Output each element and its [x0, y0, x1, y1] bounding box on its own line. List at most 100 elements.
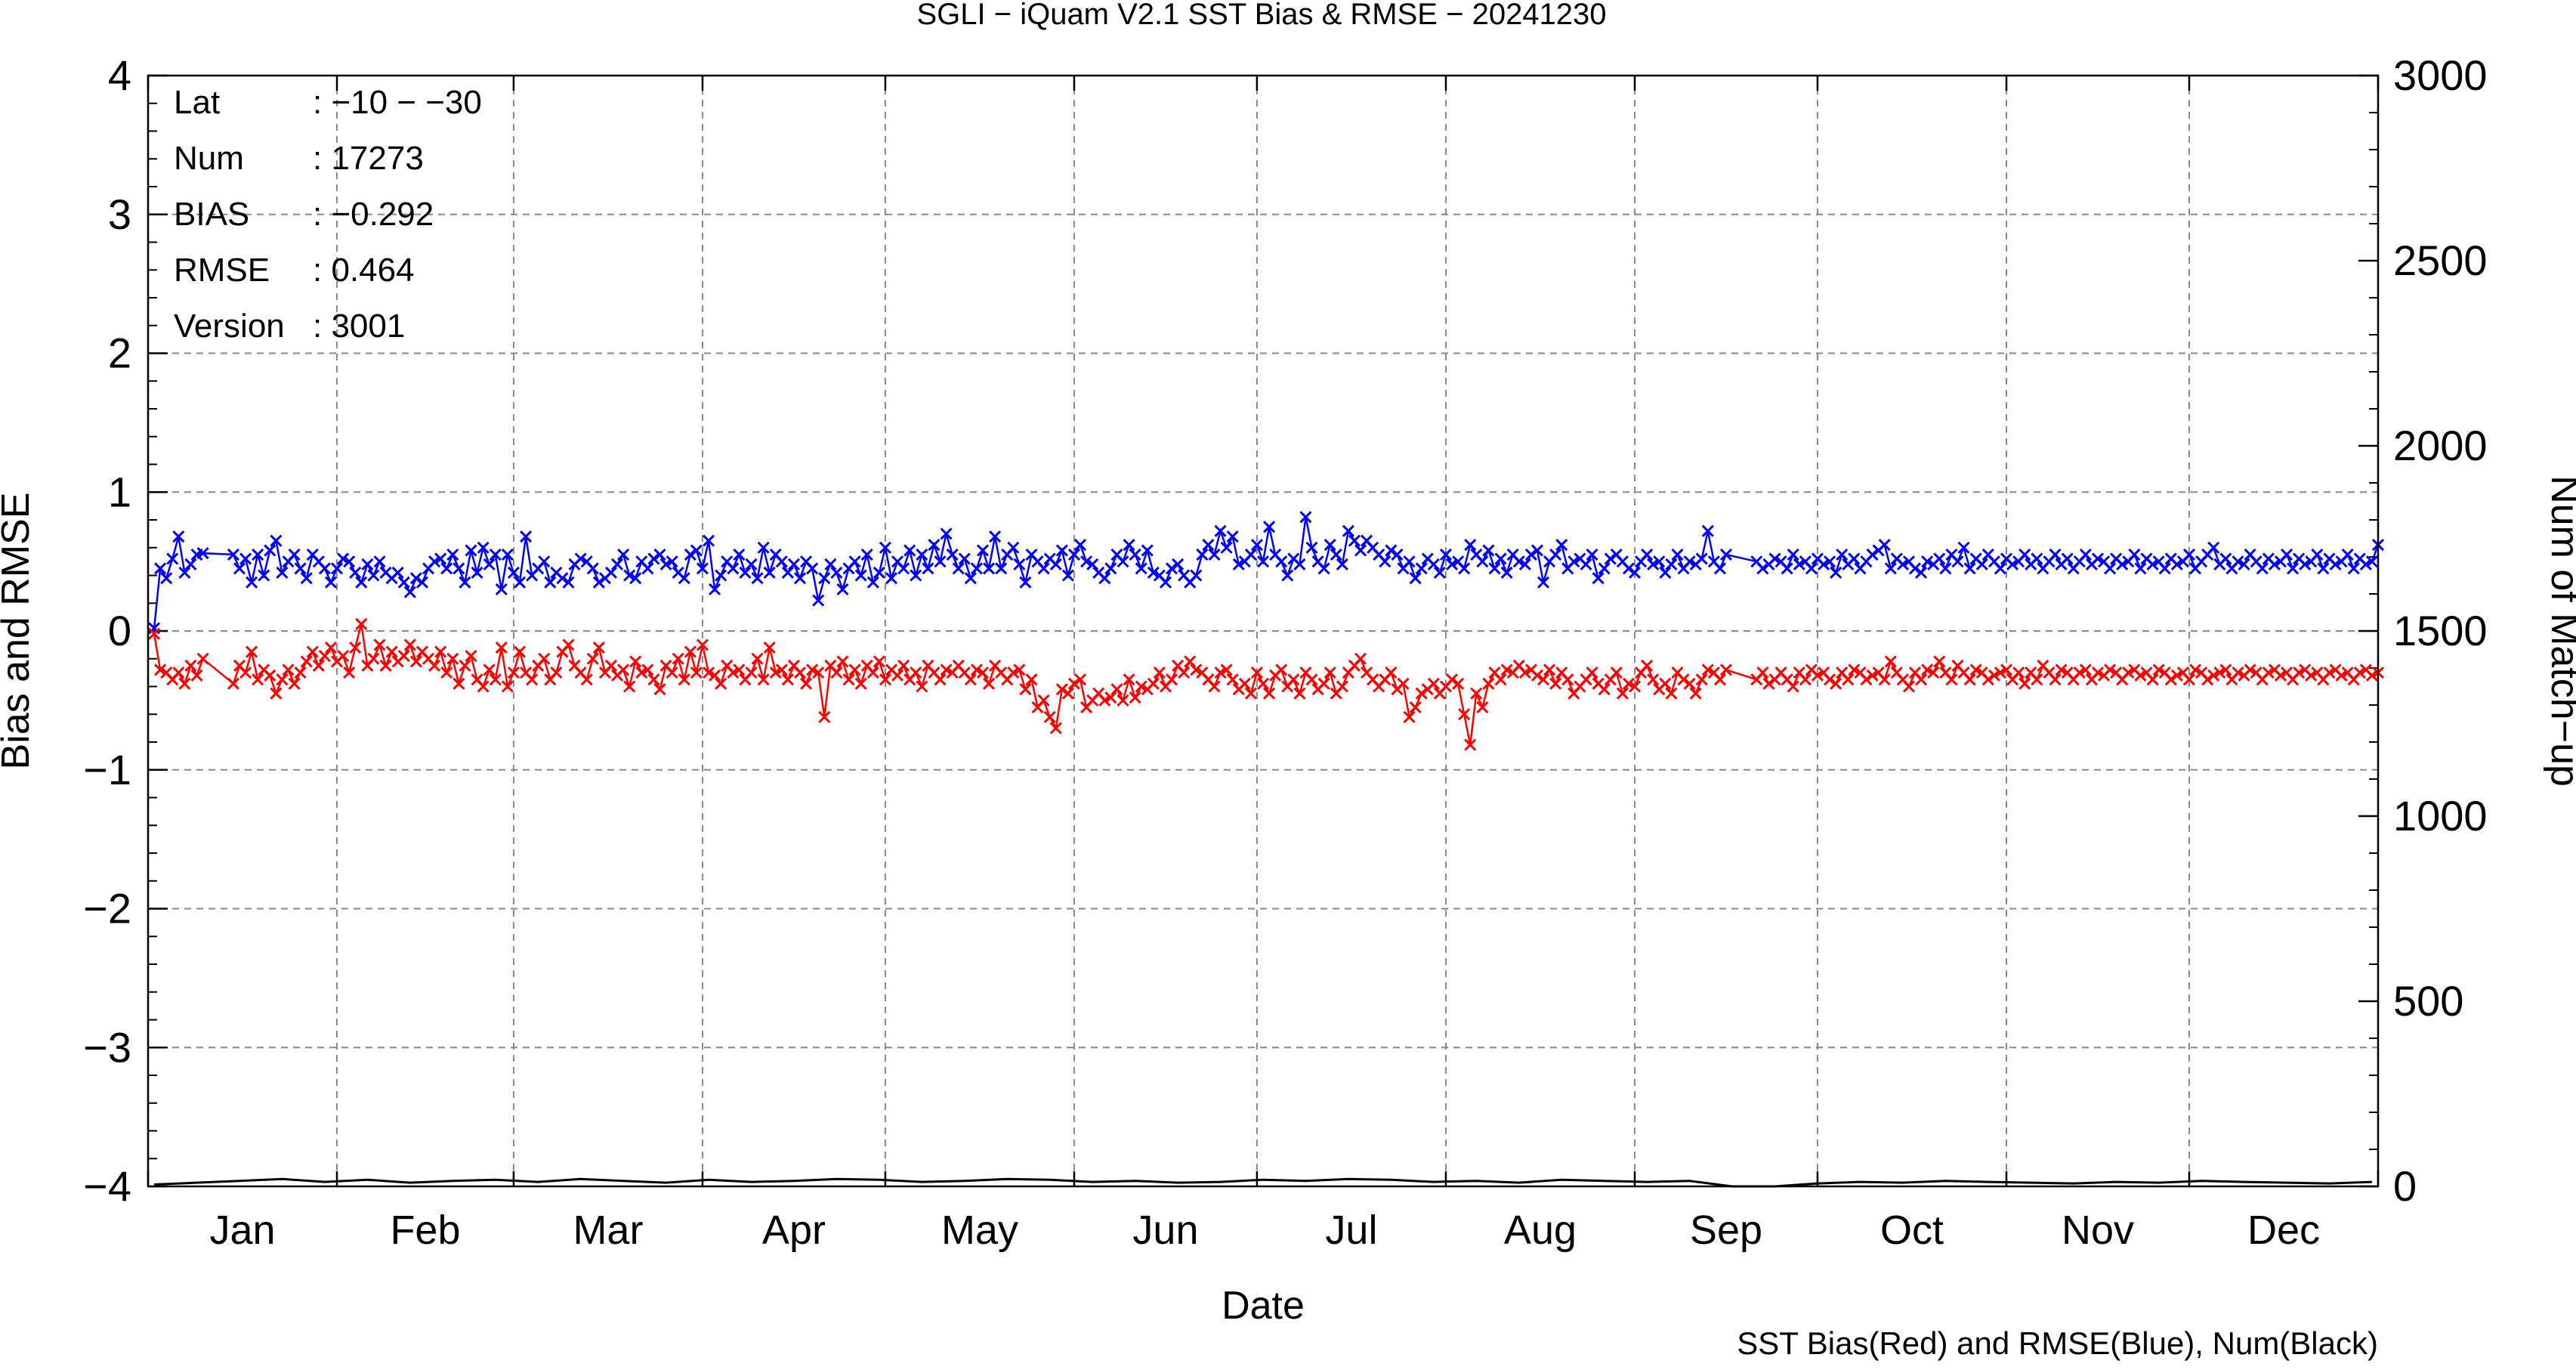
data-point-marker [501, 680, 514, 693]
data-point-marker [1202, 539, 1215, 552]
data-point-marker [1500, 566, 1513, 579]
data-point-marker [635, 666, 648, 679]
data-point-marker [1530, 669, 1544, 682]
data-point-marker [982, 562, 996, 575]
data-point-marker [1549, 548, 1562, 561]
data-point-marker [409, 655, 422, 668]
data-point-marker [1665, 687, 1678, 700]
data-point-marker [617, 548, 630, 561]
data-point-marker [2061, 552, 2074, 565]
data-point-marker [775, 555, 788, 568]
data-point-marker [434, 552, 447, 565]
data-point-marker [1427, 677, 1440, 690]
y2-tick-label: 2500 [2393, 237, 2488, 284]
data-point-marker [2268, 558, 2281, 571]
data-point-marker [1628, 680, 1642, 693]
data-point-marker [793, 666, 807, 679]
data-point-marker [1184, 655, 1197, 668]
data-point-marker [1049, 722, 1062, 734]
y-tick-label: 4 [108, 51, 131, 99]
data-point-marker [172, 530, 185, 543]
data-point-marker [459, 576, 471, 589]
data-point-marker [1061, 569, 1074, 582]
data-point-marker [1537, 673, 1550, 686]
data-point-marker [641, 562, 654, 575]
data-point-marker [1256, 555, 1270, 568]
x-tick-label: Nov [2062, 1208, 2134, 1253]
data-point-marker [1988, 669, 2000, 682]
data-point-marker [2323, 666, 2336, 679]
data-point-marker [1824, 555, 1836, 568]
data-point-marker [1037, 694, 1050, 707]
data-point-marker [1848, 663, 1861, 676]
data-point-marker [1604, 552, 1617, 565]
data-point-marker [288, 677, 301, 690]
data-point-marker [806, 562, 819, 575]
data-point-marker [1500, 663, 1513, 676]
data-point-marker [1117, 555, 1129, 568]
data-point-marker [178, 566, 191, 579]
data-point-marker [745, 666, 758, 679]
data-point-marker [2182, 673, 2196, 686]
data-point-marker [550, 666, 563, 679]
data-point-marker [922, 562, 934, 575]
data-point-marker [1305, 673, 1318, 686]
data-point-marker [300, 572, 313, 585]
data-point-marker [1445, 558, 1459, 571]
data-point-marker [367, 652, 380, 665]
data-point-marker [415, 576, 429, 589]
data-point-marker [409, 572, 422, 585]
data-point-marker [452, 677, 465, 690]
data-point-marker [763, 641, 776, 654]
data-point-marker [1719, 548, 1733, 561]
y-tick-label: −4 [83, 1162, 131, 1210]
y-tick-label: −3 [83, 1023, 131, 1071]
data-point-marker [940, 527, 953, 540]
data-point-marker [709, 583, 721, 595]
data-point-marker [1647, 558, 1660, 571]
data-point-marker [812, 594, 825, 607]
data-point-marker [2280, 548, 2293, 561]
data-point-marker [1415, 562, 1428, 575]
data-point-marker [337, 552, 350, 565]
data-point-marker [2305, 669, 2318, 682]
data-point-marker [1275, 555, 1288, 568]
data-point-marker [337, 650, 350, 663]
data-point-marker [258, 569, 270, 582]
data-point-marker [538, 555, 551, 568]
data-point-marker [148, 627, 161, 640]
data-point-marker [562, 639, 575, 651]
data-point-marker [160, 572, 173, 585]
data-point-marker [446, 548, 459, 561]
data-point-marker [1117, 694, 1129, 707]
stat-label: RMSE [174, 252, 270, 289]
data-point-marker [483, 558, 496, 571]
data-point-marker [1921, 663, 1934, 676]
data-point-marker [252, 673, 264, 686]
data-point-marker [1214, 524, 1227, 537]
data-point-marker [592, 641, 605, 654]
data-point-marker [2353, 666, 2366, 679]
data-point-marker [239, 552, 252, 565]
data-point-marker [1305, 541, 1318, 554]
data-point-marker [1129, 691, 1141, 704]
data-point-marker [1641, 548, 1654, 561]
data-point-marker [1908, 562, 1922, 575]
data-point-marker [1385, 666, 1398, 679]
data-point-marker [1647, 673, 1660, 686]
data-point-marker [1391, 548, 1404, 561]
data-point-marker [1147, 677, 1160, 690]
data-point-marker [1013, 663, 1026, 676]
data-point-marker [885, 572, 898, 585]
data-point-marker [715, 569, 727, 582]
data-point-marker [1403, 710, 1416, 723]
data-point-marker [1226, 530, 1239, 543]
data-point-marker [1452, 677, 1465, 690]
data-point-marker [2091, 666, 2105, 679]
data-point-marker [1781, 562, 1793, 575]
data-point-marker [1415, 687, 1428, 700]
data-point-marker [2031, 673, 2043, 686]
data-point-marker [610, 558, 624, 571]
data-point-marker [1007, 541, 1020, 554]
data-point-marker [1055, 683, 1068, 696]
